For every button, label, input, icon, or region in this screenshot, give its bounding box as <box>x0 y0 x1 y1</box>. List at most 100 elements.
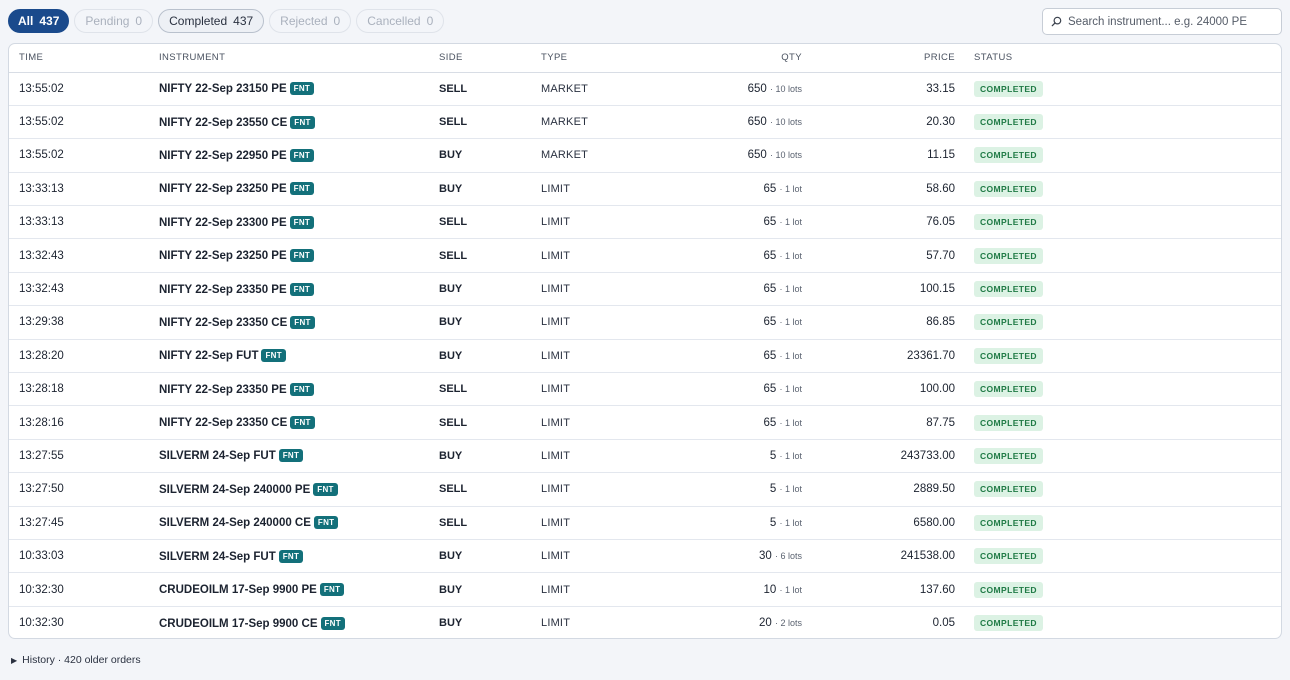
order-time: 13:33:13 <box>9 205 159 240</box>
order-side: BUY <box>439 172 541 207</box>
order-side: SELL <box>439 405 541 440</box>
segment-tag: FNT <box>278 449 304 463</box>
column-header-status[interactable]: STATUS <box>955 44 1281 73</box>
tab-rejected[interactable]: Rejected 0 <box>269 9 352 33</box>
order-qty: 650 · 10 lots <box>641 138 802 173</box>
order-qty: 65 · 1 lot <box>641 205 802 240</box>
table-row[interactable]: 13:33:13 NIFTY 22-Sep 23250 PE FNT BUY LIMIT… <box>9 172 1281 207</box>
order-qty: 10 · 1 lot <box>641 572 802 607</box>
order-status: COMPLETED <box>955 506 1281 540</box>
order-type: LIMIT <box>541 572 641 607</box>
order-type: LIMIT <box>541 172 641 207</box>
column-header-price[interactable]: PRICE <box>802 44 955 73</box>
price-value: 11.15 <box>927 149 955 162</box>
order-side: BUY <box>439 606 541 638</box>
top-bar: All 437 Pending 0 Completed 437 Rejected… <box>8 8 1282 35</box>
status-badge: COMPLETED <box>974 247 1043 264</box>
order-type: LIMIT <box>541 506 641 540</box>
segment-tag: FNT <box>261 349 286 363</box>
column-header-side[interactable]: SIDE <box>439 44 541 73</box>
tab-count: 437 <box>39 14 60 28</box>
column-header-time[interactable]: TIME <box>9 44 159 73</box>
search-input[interactable] <box>1068 15 1268 28</box>
table-row[interactable]: 13:28:16 NIFTY 22-Sep 23350 CE FNT SELL LIMI… <box>9 405 1281 440</box>
table-row[interactable]: 13:27:45 SILVERM 24-Sep 240000 CE FNT SELL L… <box>9 506 1281 540</box>
table-row[interactable]: 13:28:18 NIFTY 22-Sep 23350 PE FNT SELL LIMI… <box>9 372 1281 407</box>
order-type: MARKET <box>541 138 641 173</box>
qty-value: 65 <box>763 283 777 296</box>
column-header-qty[interactable]: QTY <box>641 44 802 73</box>
tab-cancelled[interactable]: Cancelled 0 <box>356 9 445 33</box>
qty-value: 65 <box>763 182 777 195</box>
order-instrument: NIFTY 22-Sep FUT FNT <box>159 339 439 374</box>
side-text: SELL <box>439 383 468 396</box>
order-side: SELL <box>439 105 541 140</box>
order-side: SELL <box>439 372 541 407</box>
type-text: LIMIT <box>541 583 571 596</box>
lots-text: · 1 lot <box>779 384 802 395</box>
table-row[interactable]: 13:55:02 NIFTY 22-Sep 23150 PE FNT SELL MARK… <box>9 72 1281 106</box>
qty-value: 5 <box>769 516 777 529</box>
table-row[interactable]: 13:28:20 NIFTY 22-Sep FUT FNT BUY LIMIT 65 · … <box>9 339 1281 374</box>
table-row[interactable]: 13:27:55 SILVERM 24-Sep FUT FNT BUY LIMIT 5 ·… <box>9 439 1281 474</box>
status-badge: COMPLETED <box>974 414 1043 431</box>
order-status: COMPLETED <box>955 606 1281 638</box>
history-toggle[interactable]: ▶ History · 420 older orders <box>11 654 141 666</box>
time-text: 13:28:18 <box>19 383 64 396</box>
order-instrument: SILVERM 24-Sep 240000 CE FNT <box>159 506 439 540</box>
order-status: COMPLETED <box>955 305 1281 340</box>
lots-text: · 1 lot <box>779 584 802 595</box>
order-price: 137.60 <box>802 572 955 607</box>
status-badge: COMPLETED <box>974 548 1043 565</box>
search-box[interactable] <box>1042 8 1282 35</box>
tab-all[interactable]: All 437 <box>8 9 70 33</box>
table-row[interactable]: 10:33:03 SILVERM 24-Sep FUT FNT BUY LIMIT 30 … <box>9 539 1281 574</box>
order-instrument: NIFTY 22-Sep 23350 PE FNT <box>159 372 439 407</box>
column-header-type[interactable]: TYPE <box>541 44 641 73</box>
tab-count: 0 <box>426 14 434 28</box>
tab-count: 437 <box>233 14 254 28</box>
order-type: LIMIT <box>541 439 641 474</box>
table-row[interactable]: 13:29:38 NIFTY 22-Sep 23350 CE FNT BUY LIMIT… <box>9 305 1281 340</box>
order-qty: 65 · 1 lot <box>641 172 802 207</box>
time-text: 13:33:13 <box>19 182 64 195</box>
order-side: SELL <box>439 238 541 273</box>
table-row[interactable]: 13:55:02 NIFTY 22-Sep 22950 PE FNT BUY MARKE… <box>9 138 1281 173</box>
column-header-instrument[interactable]: INSTRUMENT <box>159 44 439 73</box>
order-price: 58.60 <box>802 172 955 207</box>
type-text: LIMIT <box>541 483 571 496</box>
table-row[interactable]: 10:32:30 CRUDEOILM 17-Sep 9900 PE FNT BUY LI… <box>9 572 1281 607</box>
segment-tag: FNT <box>289 82 315 96</box>
qty-value: 65 <box>763 249 777 262</box>
table-row[interactable]: 13:27:50 SILVERM 24-Sep 240000 PE FNT SELL L… <box>9 472 1281 507</box>
price-value: 137.60 <box>919 583 955 596</box>
order-price: 33.15 <box>802 72 955 106</box>
instrument-name: NIFTY 22-Sep 22950 PE <box>159 149 287 162</box>
tab-completed[interactable]: Completed 437 <box>158 9 265 33</box>
time-text: 13:55:02 <box>19 149 64 162</box>
tab-pending[interactable]: Pending 0 <box>74 9 154 33</box>
order-status: COMPLETED <box>955 138 1281 173</box>
table-row[interactable]: 13:32:43 NIFTY 22-Sep 23350 PE FNT BUY LIMIT… <box>9 272 1281 307</box>
side-text: SELL <box>439 516 468 529</box>
table-row[interactable]: 13:55:02 NIFTY 22-Sep 23550 CE FNT SELL MARK… <box>9 105 1281 140</box>
table-row[interactable]: 10:32:30 CRUDEOILM 17-Sep 9900 CE FNT BUY LI… <box>9 606 1281 638</box>
order-instrument: CRUDEOILM 17-Sep 9900 CE FNT <box>159 606 439 638</box>
order-price: 243733.00 <box>802 439 955 474</box>
price-value: 87.75 <box>926 416 955 429</box>
order-side: BUY <box>439 539 541 574</box>
table-row[interactable]: 13:32:43 NIFTY 22-Sep 23250 PE FNT SELL LIMI… <box>9 238 1281 273</box>
order-price: 11.15 <box>802 138 955 173</box>
order-instrument: NIFTY 22-Sep 23250 PE FNT <box>159 238 439 273</box>
order-status: COMPLETED <box>955 105 1281 140</box>
segment-tag: FNT <box>289 282 315 296</box>
qty-value: 65 <box>763 416 777 429</box>
order-side: BUY <box>439 439 541 474</box>
table-row[interactable]: 13:33:13 NIFTY 22-Sep 23300 PE FNT SELL LIMI… <box>9 205 1281 240</box>
time-text: 13:27:55 <box>19 449 64 462</box>
lots-text: · 10 lots <box>769 117 802 128</box>
price-value: 100.15 <box>919 283 955 296</box>
order-instrument: SILVERM 24-Sep 240000 PE FNT <box>159 472 439 507</box>
side-text: SELL <box>439 483 468 496</box>
order-instrument: NIFTY 22-Sep 23550 CE FNT <box>159 105 439 140</box>
